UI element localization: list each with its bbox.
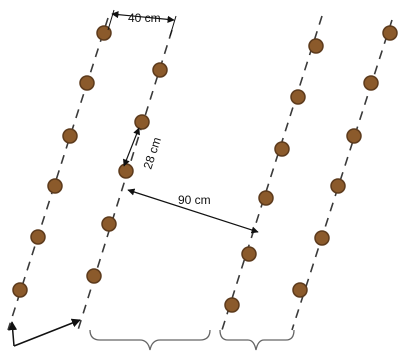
extension-line-left (107, 9, 115, 31)
seed (224, 297, 240, 313)
arrow-right-up (13, 318, 81, 347)
dimension-arrow-28cm (123, 127, 140, 167)
brace-narrow (219, 329, 295, 351)
row-3-line (221, 15, 323, 331)
seed (290, 89, 306, 105)
seed (241, 246, 257, 262)
seed (292, 282, 308, 298)
dimension-arrow-40cm (111, 11, 175, 23)
seeds-row-3 (224, 38, 324, 313)
dimension-40cm: 40 cm (107, 9, 177, 37)
dimension-label-90cm: 90 cm (178, 193, 211, 207)
dimension-label-40cm: 40 cm (128, 11, 161, 25)
seed (346, 128, 362, 144)
seed (330, 178, 346, 194)
brace-wide (89, 329, 211, 351)
seeds-row-2 (86, 62, 168, 284)
dimension-label-28cm: 28 cm (141, 136, 164, 171)
row-1-line (7, 17, 109, 331)
corner-arrows (8, 318, 81, 347)
seed (134, 114, 150, 130)
seed (152, 62, 168, 78)
arrow-up-left (8, 321, 18, 347)
seed (47, 178, 63, 194)
dimension-arrow-90cm (127, 188, 259, 234)
seeds-row-1 (12, 25, 112, 298)
seed (258, 190, 274, 206)
seed (12, 282, 28, 298)
seed (308, 38, 324, 54)
seed (30, 229, 46, 245)
seed (96, 25, 112, 41)
seed (86, 268, 102, 284)
brace-group (89, 329, 295, 351)
seed (118, 163, 134, 179)
seed (101, 216, 117, 232)
seeds-row-4 (292, 25, 398, 298)
seed (79, 75, 95, 91)
extension-line-right (169, 15, 177, 37)
row-4-line (291, 19, 393, 331)
row-lines (7, 15, 393, 331)
seed (363, 75, 379, 91)
seed (382, 25, 398, 41)
seed (62, 128, 78, 144)
seed (274, 141, 290, 157)
dimension-90cm: 90 cm (127, 188, 259, 234)
seed (314, 230, 330, 246)
